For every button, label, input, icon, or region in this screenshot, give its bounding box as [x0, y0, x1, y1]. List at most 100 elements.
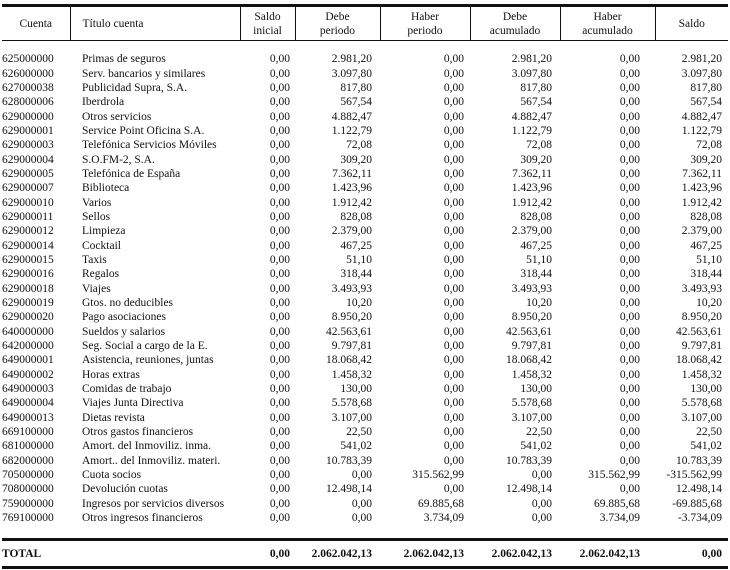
- header-debe-acumulado: Debe acumulado: [469, 4, 560, 41]
- cell-saldo: 4.882,47: [681, 110, 722, 123]
- cell-debe-acumulado: 3.107,00: [511, 411, 552, 424]
- header-saldo: Saldo: [654, 4, 728, 41]
- header-line: periodo: [407, 24, 443, 37]
- table-row: 681000000 Amort. del Inmoviliz. inma. 0,00…: [2, 439, 728, 453]
- cell-haber-acumulado: 0,00: [619, 426, 640, 439]
- cell-haber-acumulado: 3.734,09: [599, 512, 640, 525]
- cell-debe-acumulado: 10,20: [526, 297, 552, 310]
- cell-titulo: S.O.FM-2, S.A.: [82, 153, 155, 166]
- cell-titulo: Cocktail: [82, 239, 121, 252]
- cell-haber-periodo: 0,00: [443, 239, 464, 252]
- cell-saldo-inicial: 0,00: [269, 139, 290, 152]
- cell-debe-acumulado: 2.981,20: [511, 53, 552, 66]
- cell-saldo-inicial: 0,00: [269, 454, 290, 467]
- cell-haber-periodo: 0,00: [443, 383, 464, 396]
- cell-debe-periodo: 567,54: [340, 96, 372, 109]
- cell-debe-periodo: 1.458,32: [331, 368, 372, 381]
- cell-saldo-inicial: 0,00: [269, 182, 290, 195]
- total-debe-acumulado: 2.062.042,13: [470, 538, 560, 570]
- cell-saldo-inicial: 0,00: [269, 354, 290, 367]
- table-row: 629000007 Biblioteca 0,00 1.423,96 0,00 1.423…: [2, 181, 728, 195]
- cell-saldo: 1.458,32: [681, 368, 722, 381]
- cell-titulo: Varios: [82, 196, 112, 209]
- cell-debe-periodo: 2.981,20: [331, 53, 372, 66]
- cell-cuenta: 649000002: [2, 368, 54, 381]
- cell-haber-acumulado: 0,00: [619, 153, 640, 166]
- cell-saldo: 567,54: [690, 96, 722, 109]
- cell-haber-acumulado: 0,00: [619, 53, 640, 66]
- table-row: 629000010 Varios 0,00 1.912,42 0,00 1.912,42 0…: [2, 195, 728, 209]
- balance-table: Cuenta Título cuenta Saldo inicial Debe pe…: [2, 4, 728, 570]
- cell-titulo: Amort.. del Inmoviliz. materi.: [82, 454, 221, 467]
- cell-saldo-inicial: 0,00: [269, 282, 290, 295]
- table-row: 629000018 Viajes 0,00 3.493,93 0,00 3.493,93 0…: [2, 282, 728, 296]
- cell-saldo: 5.578,68: [681, 397, 722, 410]
- cell-debe-acumulado: 72,08: [526, 139, 552, 152]
- cell-cuenta: 629000014: [2, 239, 54, 252]
- cell-saldo: 3.107,00: [681, 411, 722, 424]
- cell-cuenta: 681000000: [2, 440, 54, 453]
- cell-cuenta: 640000000: [2, 325, 54, 338]
- cell-haber-periodo: 0,00: [443, 297, 464, 310]
- cell-debe-acumulado: 1.423,96: [511, 182, 552, 195]
- cell-haber-periodo: 0,00: [443, 53, 464, 66]
- cell-debe-acumulado: 12.498,14: [506, 483, 552, 496]
- cell-haber-acumulado: 0,00: [619, 483, 640, 496]
- cell-titulo: Ingresos por servicios diversos: [82, 497, 225, 510]
- cell-debe-periodo: 18.068,42: [326, 354, 372, 367]
- cell-haber-acumulado: 0,00: [619, 411, 640, 424]
- cell-debe-periodo: 51,10: [346, 253, 372, 266]
- cell-saldo-inicial: 0,00: [269, 153, 290, 166]
- cell-titulo: Otros gastos financieros: [82, 426, 194, 439]
- header-debe-periodo: Debe periodo: [294, 4, 380, 41]
- cell-saldo: 10,20: [696, 297, 722, 310]
- cell-haber-acumulado: 315.562,99: [588, 469, 640, 482]
- cell-debe-acumulado: 130,00: [520, 383, 552, 396]
- cell-haber-periodo: 0,00: [443, 253, 464, 266]
- cell-cuenta: 629000005: [2, 167, 54, 180]
- header-titulo: Título cuenta: [69, 4, 240, 41]
- table-row: 649000013 Dietas revista 0,00 3.107,00 0,00 3…: [2, 411, 728, 425]
- cell-haber-periodo: 0,00: [443, 397, 464, 410]
- cell-titulo: Gtos. no deducibles: [82, 297, 174, 310]
- cell-haber-periodo: 0,00: [443, 96, 464, 109]
- table-row: 708000000 Devolución cuotas 0,00 12.498,14 0…: [2, 482, 728, 496]
- cell-titulo: Horas extras: [82, 368, 140, 381]
- total-debe-periodo: 2.062.042,13: [295, 538, 380, 570]
- cell-haber-acumulado: 0,00: [619, 139, 640, 152]
- spacer-cell: [2, 525, 728, 540]
- header-row: Cuenta Título cuenta Saldo inicial Debe pe…: [2, 4, 728, 41]
- cell-debe-periodo: 7.362,11: [332, 167, 372, 180]
- cell-cuenta: 629000019: [2, 297, 54, 310]
- cell-titulo: Viajes: [82, 282, 111, 295]
- cell-cuenta: 649000003: [2, 383, 54, 396]
- cell-haber-periodo: 0,00: [443, 282, 464, 295]
- cell-debe-periodo: 828,08: [340, 210, 372, 223]
- cell-haber-acumulado: 0,00: [619, 325, 640, 338]
- cell-haber-acumulado: 0,00: [619, 67, 640, 80]
- cell-saldo-inicial: 0,00: [269, 239, 290, 252]
- cell-debe-acumulado: 22,50: [526, 426, 552, 439]
- cell-cuenta: 759000000: [2, 497, 54, 510]
- cell-debe-periodo: 72,08: [346, 139, 372, 152]
- cell-cuenta: 629000007: [2, 182, 54, 195]
- header-line: inicial: [253, 24, 282, 37]
- cell-debe-acumulado: 567,54: [520, 96, 552, 109]
- cell-saldo: 318,44: [690, 268, 722, 281]
- table-row: 629000004 S.O.FM-2, S.A. 0,00 309,20 0,00 309…: [2, 152, 728, 166]
- cell-saldo: 3.097,80: [681, 67, 722, 80]
- cell-titulo: Publicidad Supra, S.A.: [82, 81, 188, 94]
- cell-cuenta: 629000016: [2, 268, 54, 281]
- cell-cuenta: 626000000: [2, 67, 54, 80]
- table-row: 759000000 Ingresos por servicios diversos…: [2, 497, 728, 511]
- cell-haber-periodo: 0,00: [443, 167, 464, 180]
- cell-haber-acumulado: 0,00: [619, 167, 640, 180]
- cell-saldo-inicial: 0,00: [269, 196, 290, 209]
- cell-debe-periodo: 541,02: [340, 440, 372, 453]
- cell-saldo: 12.498,14: [676, 483, 722, 496]
- header-line: acumulado: [582, 24, 633, 37]
- table-row: 629000020 Pago asociaciones 0,00 8.950,20 0,…: [2, 310, 728, 324]
- cell-haber-acumulado: 0,00: [619, 383, 640, 396]
- cell-debe-periodo: 3.097,80: [331, 67, 372, 80]
- cell-titulo: Service Point Oficina S.A.: [82, 124, 205, 137]
